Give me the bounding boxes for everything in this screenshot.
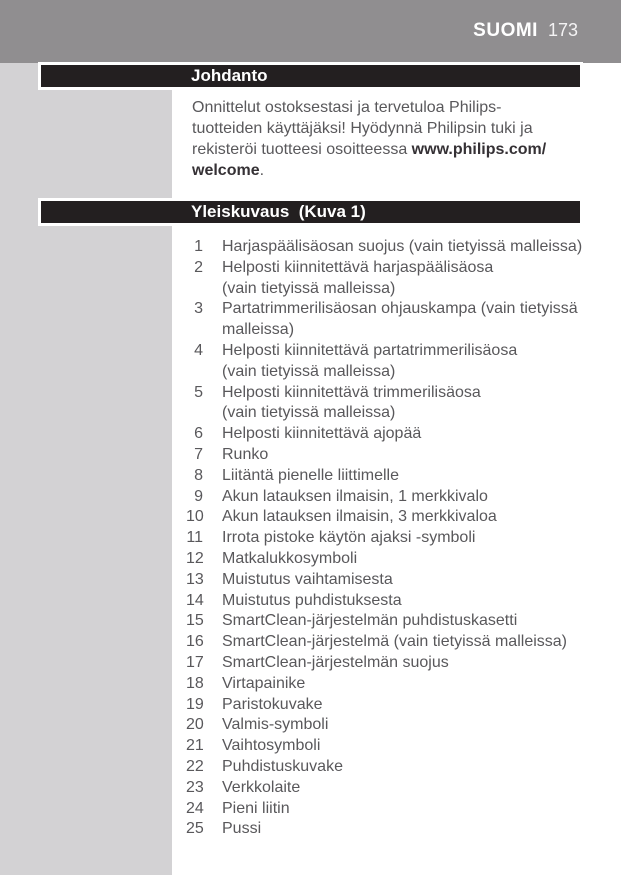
list-item: 9 Akun latauksen ilmaisin, 1 merkkivalo (186, 487, 616, 508)
list-item: 25 Pussi (186, 819, 616, 840)
list-item-text: Helposti kiinnitettävä partatrimmerilisä… (222, 341, 518, 380)
list-item-number: 3 (194, 300, 203, 318)
list-item: 3 Partatrimmerilisäosan ohjauskampa (vain… (186, 299, 616, 341)
list-item-text: Helposti kiinnitettävä trimmerilisäosa (… (222, 383, 481, 422)
list-item: 2 Helposti kiinnitettävä harjaspäälisäosa… (186, 258, 616, 300)
list-item: 1 Harjaspäälisäosan suojus (vain tietyiss… (186, 237, 616, 258)
list-item: 10 Akun latauksen ilmaisin, 3 merkkivaloa (186, 507, 616, 528)
list-item-text: Liitäntä pienelle liittimelle (222, 466, 399, 484)
section-title: Johdanto (191, 66, 268, 85)
list-item-text: Irrota pistoke käytön ajaksi -symboli (222, 529, 476, 547)
page-header: SUOMI 173 (473, 20, 578, 42)
list-item: 19 Paristokuvake (186, 695, 616, 716)
list-item: 6 Helposti kiinnitettävä ajopää (186, 424, 616, 445)
list-item-text: Partatrimmerilisäosan ohjauskampa (vain … (222, 300, 578, 339)
list-item-text: Muistutus vaihtamisesta (222, 570, 393, 588)
list-item-number: 18 (186, 674, 204, 692)
list-item-text: Paristokuvake (222, 695, 323, 713)
list-item-number: 25 (186, 820, 204, 838)
list-item-number: 8 (194, 466, 203, 484)
list-item-text: Verkkolaite (222, 778, 301, 796)
list-item: 24 Pieni liitin (186, 799, 616, 820)
list-item: 22 Puhdistuskuvake (186, 757, 616, 778)
list-item: 23 Verkkolaite (186, 778, 616, 799)
intro-text-end: . (259, 162, 265, 179)
list-item-number: 14 (186, 591, 204, 609)
list-item-number: 24 (186, 799, 204, 817)
list-item-text: Virtapainike (222, 674, 306, 692)
list-item-number: 11 (186, 529, 203, 547)
list-item-number: 12 (186, 549, 204, 567)
list-item-number: 10 (186, 508, 204, 526)
list-item-number: 23 (186, 778, 204, 796)
overview-numbered-list: 1 Harjaspäälisäosan suojus (vain tietyiss… (186, 237, 616, 840)
list-item: 17 SmartClean-järjestelmän suojus (186, 653, 616, 674)
intro-paragraph: Onnittelut ostoksestasi ja tervetuloa Ph… (192, 97, 617, 181)
list-item-text: SmartClean-järjestelmän suojus (222, 653, 449, 671)
list-item: 5 Helposti kiinnitettävä trimmerilisäosa … (186, 383, 616, 425)
list-item-number: 5 (194, 383, 203, 401)
list-item-text: Helposti kiinnitettävä harjaspäälisäosa … (222, 258, 494, 297)
list-item: 18 Virtapainike (186, 674, 616, 695)
list-item-number: 16 (186, 633, 204, 651)
list-item-text: SmartClean-järjestelmän puhdistuskasetti (222, 612, 518, 630)
list-item: 12 Matkalukkosymboli (186, 549, 616, 570)
list-item-text: Vaihtosymboli (222, 737, 321, 755)
list-item-text: Helposti kiinnitettävä ajopää (222, 425, 422, 443)
list-item-text: Akun latauksen ilmaisin, 3 merkkivaloa (222, 508, 497, 526)
list-item-number: 17 (186, 653, 204, 671)
section-header-yleiskuvaus: Yleiskuvaus (Kuva 1) (38, 198, 583, 226)
list-item-number: 2 (194, 258, 203, 276)
intro-text: Onnittelut ostoksestasi ja tervetuloa Ph… (192, 99, 533, 158)
language-label: SUOMI (473, 20, 538, 41)
section-header-johdanto: Johdanto (38, 62, 583, 90)
list-item-text: Puhdistuskuvake (222, 757, 343, 775)
list-item-text: Pieni liitin (222, 799, 290, 817)
list-item-text: Valmis-symboli (222, 716, 329, 734)
list-item-text: Akun latauksen ilmaisin, 1 merkkivalo (222, 487, 488, 505)
list-item: 4 Helposti kiinnitettävä partatrimmerilis… (186, 341, 616, 383)
list-item-number: 19 (186, 695, 204, 713)
list-item-number: 6 (194, 425, 203, 443)
list-item-text: Harjaspäälisäosan suojus (vain tietyissä… (222, 238, 583, 255)
list-item-number: 13 (186, 570, 204, 588)
list-item: 13 Muistutus vaihtamisesta (186, 570, 616, 591)
list-item-text: Muistutus puhdistuksesta (222, 591, 402, 609)
list-item-text: Matkalukkosymboli (222, 549, 358, 567)
list-item-number: 21 (186, 737, 204, 755)
list-item-text: Pussi (222, 820, 262, 838)
list-item: 8 Liitäntä pienelle liittimelle (186, 466, 616, 487)
page-number: 173 (547, 20, 578, 40)
philips-url-text: www.philips.com/ welcome (192, 141, 547, 179)
list-item-number: 4 (194, 341, 203, 359)
list-item: 14 Muistutus puhdistuksesta (186, 591, 616, 612)
list-item-number: 20 (186, 716, 204, 734)
list-item-text: Runko (222, 445, 269, 463)
list-item: 15 SmartClean-järjestelmän puhdistuskaset… (186, 611, 616, 632)
list-item: 11 Irrota pistoke käytön ajaksi -symboli (186, 528, 616, 549)
page-header-band: SUOMI 173 (0, 0, 621, 63)
section-title: Yleiskuvaus (Kuva 1) (191, 202, 366, 221)
left-margin-column (0, 63, 172, 875)
list-item-number: 7 (194, 445, 203, 463)
list-item: 20 Valmis-symboli (186, 715, 616, 736)
list-item: 7 Runko (186, 445, 616, 466)
list-item-number: 9 (194, 487, 203, 505)
list-item-text: SmartClean-järjestelmä (vain tietyissä m… (222, 633, 567, 651)
list-item-number: 22 (186, 757, 204, 775)
list-item-number: 1 (194, 238, 203, 255)
list-item: 16 SmartClean-järjestelmä (vain tietyissä… (186, 632, 616, 653)
list-item-number: 15 (186, 612, 204, 630)
list-item: 21 Vaihtosymboli (186, 736, 616, 757)
